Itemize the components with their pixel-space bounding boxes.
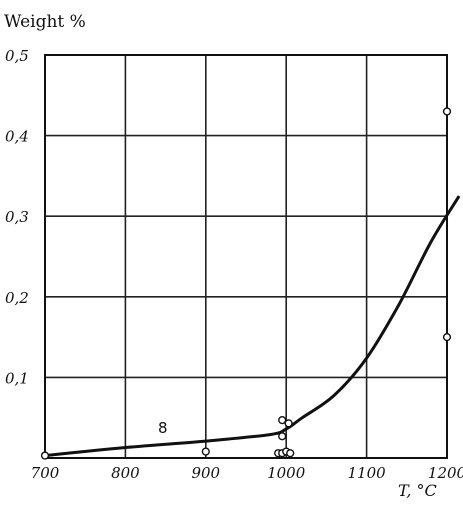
x-tick-label: 1000 [267,464,306,482]
y-tick-label: 0,1 [5,369,29,387]
y-tick-labels: 0,1 0,2 0,3 0,4 0,5 [5,47,29,387]
x-axis-title: T, °C [398,481,437,500]
fitted-curve [44,195,461,458]
y-tick-label: 0,5 [5,47,29,65]
x-tick-label: 700 [31,464,60,482]
data-point [442,107,452,116]
y-tick-label: 0,3 [5,208,29,226]
y-tick-label: 0,4 [5,128,29,146]
data-point [442,333,452,342]
data-point [40,451,50,460]
plot-frame [44,54,448,459]
data-points [40,107,452,460]
x-tick-label: 1200 [428,464,463,482]
x-tick-label: 1100 [348,464,387,482]
x-tick-labels: 700 800 900 1000 1100 1200 [31,464,463,482]
grid [45,55,447,458]
data-point [278,416,287,425]
data-point [278,432,287,441]
curve-label: 8 [158,419,168,437]
data-point [201,447,210,456]
x-tick-label: 900 [191,464,220,482]
data-point [286,449,295,458]
data-point [284,419,293,428]
y-axis-title: Weight % [4,12,86,32]
x-tick-label: 800 [111,464,140,482]
y-tick-label: 0,2 [5,289,29,307]
